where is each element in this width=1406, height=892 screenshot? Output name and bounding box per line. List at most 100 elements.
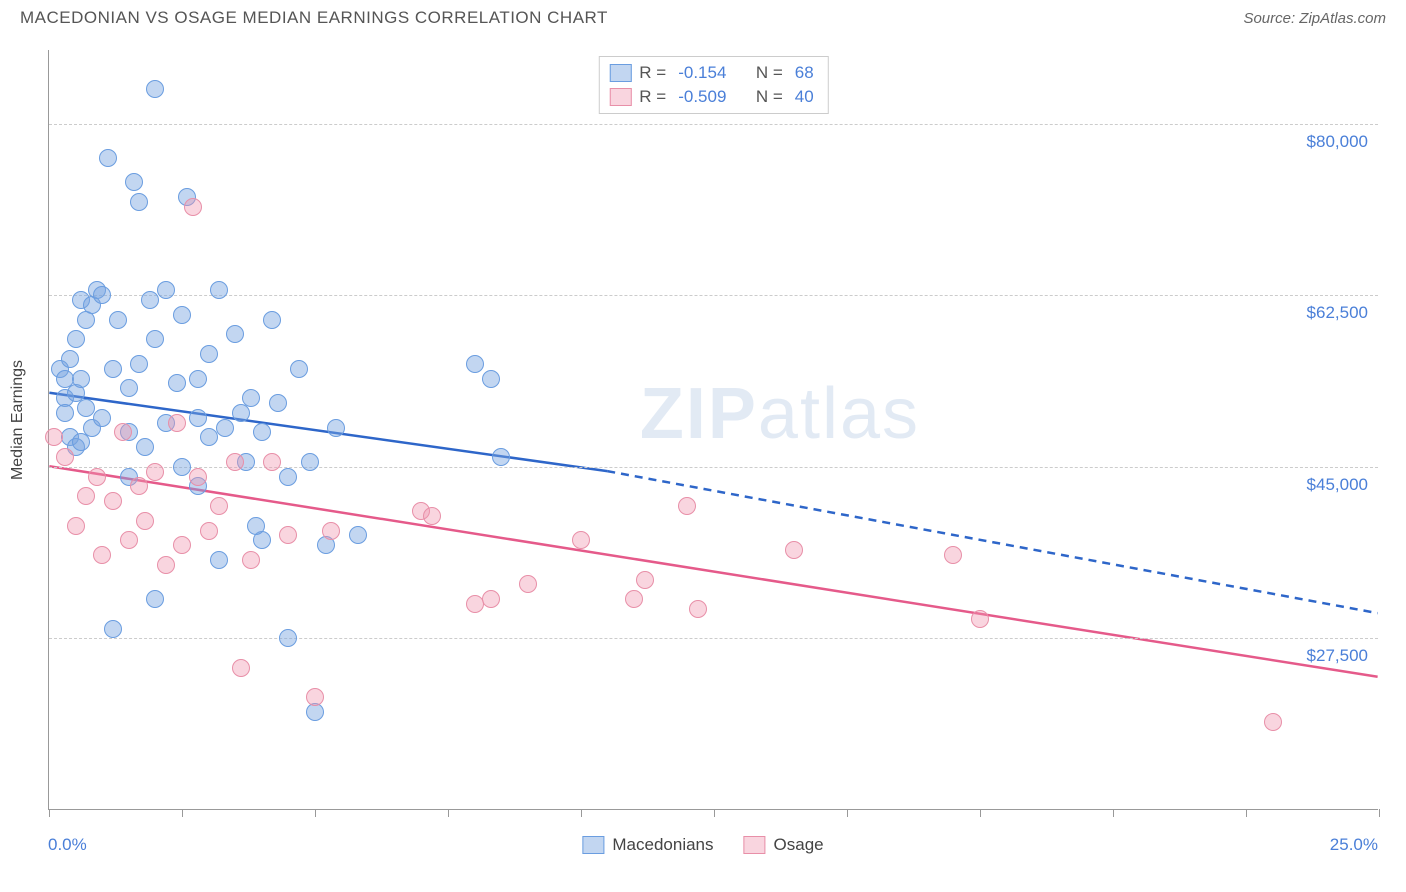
x-tick [847,809,848,817]
data-point [519,575,537,593]
data-point [173,536,191,554]
data-point [99,149,117,167]
data-point [944,546,962,564]
data-point [306,688,324,706]
x-tick [581,809,582,817]
legend-series-item: Macedonians [582,835,713,855]
data-point [322,522,340,540]
data-point [120,379,138,397]
x-tick [980,809,981,817]
data-point [572,531,590,549]
data-point [242,389,260,407]
data-point [482,370,500,388]
data-point [184,198,202,216]
x-tick [714,809,715,817]
data-point [226,325,244,343]
data-point [247,517,265,535]
legend-swatch [744,836,766,854]
legend-series: Macedonians Osage [582,835,823,855]
data-point [72,370,90,388]
data-point [785,541,803,559]
data-point [210,551,228,569]
x-tick [448,809,449,817]
data-point [189,468,207,486]
gridline [49,124,1378,125]
legend-n-value: 40 [795,87,814,107]
data-point [146,590,164,608]
gridline [49,295,1378,296]
x-axis-max-label: 25.0% [1330,835,1378,855]
data-point [226,453,244,471]
data-point [104,620,122,638]
trend-line [607,471,1377,613]
data-point [77,487,95,505]
legend-n-label: N = [756,63,783,83]
data-point [93,409,111,427]
data-point [301,453,319,471]
data-point [279,468,297,486]
legend-r-value: -0.509 [678,87,726,107]
data-point [189,409,207,427]
data-point [146,80,164,98]
x-axis-min-label: 0.0% [48,835,87,855]
data-point [232,404,250,422]
data-point [1264,713,1282,731]
data-point [130,477,148,495]
trend-line [49,466,1377,677]
data-point [136,512,154,530]
data-point [136,438,154,456]
data-point [77,399,95,417]
legend-r-label: R = [639,63,666,83]
data-point [67,330,85,348]
x-tick [1379,809,1380,817]
data-point [636,571,654,589]
legend-r-label: R = [639,87,666,107]
data-point [216,419,234,437]
data-point [971,610,989,628]
data-point [157,556,175,574]
data-point [423,507,441,525]
data-point [327,419,345,437]
data-point [61,350,79,368]
data-point [88,468,106,486]
y-tick-label: $27,500 [1307,646,1368,666]
y-tick-label: $45,000 [1307,475,1368,495]
data-point [173,458,191,476]
data-point [279,629,297,647]
data-point [200,522,218,540]
data-point [625,590,643,608]
data-point [349,526,367,544]
y-tick-label: $80,000 [1307,132,1368,152]
trend-lines-svg [49,50,1378,809]
legend-stats: R =-0.154 N =68R =-0.509 N =40 [598,56,828,114]
data-point [120,531,138,549]
data-point [466,355,484,373]
data-point [125,173,143,191]
legend-r-value: -0.154 [678,63,726,83]
data-point [93,286,111,304]
data-point [232,659,250,677]
y-tick-label: $62,500 [1307,303,1368,323]
data-point [269,394,287,412]
data-point [173,306,191,324]
legend-swatch [582,836,604,854]
data-point [157,281,175,299]
x-tick [1246,809,1247,817]
data-point [200,345,218,363]
data-point [242,551,260,569]
data-point [67,517,85,535]
data-point [253,423,271,441]
legend-series-item: Osage [744,835,824,855]
chart-title: MACEDONIAN VS OSAGE MEDIAN EARNINGS CORR… [20,8,608,28]
data-point [109,311,127,329]
x-tick [49,809,50,817]
data-point [104,492,122,510]
data-point [210,281,228,299]
data-point [93,546,111,564]
legend-n-label: N = [756,87,783,107]
data-point [492,448,510,466]
data-point [72,433,90,451]
data-point [689,600,707,618]
watermark: ZIPatlas [640,373,920,455]
y-axis-label: Median Earnings [9,360,27,480]
